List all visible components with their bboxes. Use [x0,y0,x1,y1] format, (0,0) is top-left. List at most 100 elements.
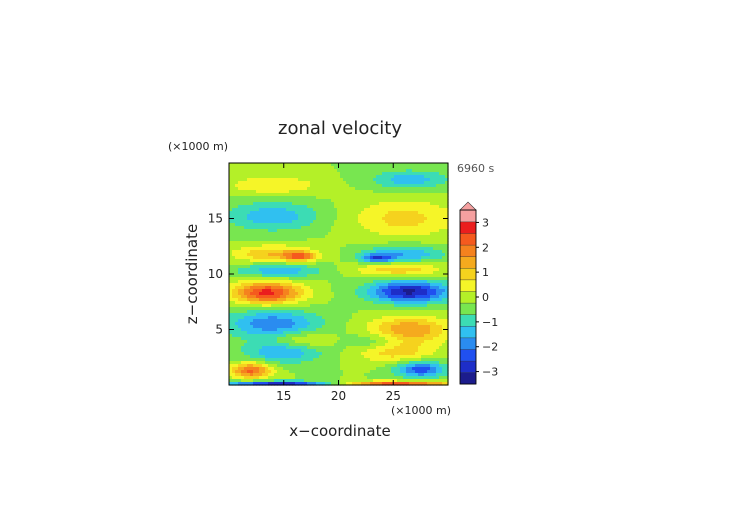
field-cell [412,235,416,239]
field-cell [409,259,413,263]
field-cell [412,283,416,287]
field-cell [298,217,302,221]
field-cell [256,265,260,269]
field-cell [415,196,419,200]
field-cell [409,280,413,284]
field-cell [409,283,413,287]
field-cell [436,343,440,347]
field-cell [373,232,377,236]
field-cell [364,208,368,212]
field-cell [346,325,350,329]
field-cell [406,241,410,245]
field-cell [445,277,449,281]
field-cell [433,361,437,365]
field-cell [403,361,407,365]
field-cell [280,367,284,371]
field-cell [382,244,386,248]
field-cell [244,310,248,314]
field-cell [439,178,443,182]
field-cell [292,253,296,257]
field-cell [400,178,404,182]
field-cell [253,178,257,182]
field-cell [247,277,251,281]
field-cell [241,346,245,350]
field-cell [304,211,308,215]
y-axis-unit: (×1000 m) [168,140,228,153]
field-cell [280,355,284,359]
field-cell [340,187,344,191]
field-cell [370,289,374,293]
field-cell [337,280,341,284]
field-cell [409,241,413,245]
field-cell [304,286,308,290]
field-cell [328,187,332,191]
field-cell [361,268,365,272]
field-cell [232,247,236,251]
field-cell [415,337,419,341]
field-cell [391,295,395,299]
field-cell [412,172,416,176]
field-cell [292,331,296,335]
field-cell [313,178,317,182]
field-cell [247,355,251,359]
field-cell [265,322,269,326]
field-cell [232,259,236,263]
field-cell [406,259,410,263]
field-cell [277,280,281,284]
field-cell [253,229,257,233]
field-cell [352,250,356,254]
field-cell [343,343,347,347]
field-cell [358,196,362,200]
field-cell [349,289,353,293]
field-cell [316,172,320,176]
field-cell [370,355,374,359]
field-cell [319,247,323,251]
field-cell [337,265,341,269]
field-cell [316,208,320,212]
field-cell [388,193,392,197]
field-cell [328,349,332,353]
field-cell [379,286,383,290]
field-cell [415,262,419,266]
field-cell [394,364,398,368]
field-cell [394,316,398,320]
field-cell [271,202,275,206]
field-cell [313,340,317,344]
field-cell [421,220,425,224]
field-cell [343,205,347,209]
field-cell [373,319,377,323]
field-cell [349,358,353,362]
field-cell [385,313,389,317]
field-cell [307,253,311,257]
field-cell [328,313,332,317]
field-cell [298,304,302,308]
field-cell [256,355,260,359]
field-cell [421,328,425,332]
field-cell [340,214,344,218]
field-cell [367,193,371,197]
field-cell [301,322,305,326]
field-cell [274,241,278,245]
field-cell [253,265,257,269]
field-cell [319,169,323,173]
field-cell [424,268,428,272]
field-cell [391,310,395,314]
field-cell [232,226,236,230]
field-cell [271,211,275,215]
field-cell [310,253,314,257]
field-cell [424,283,428,287]
field-cell [364,226,368,230]
field-cell [265,205,269,209]
field-cell [229,331,233,335]
field-cell [241,193,245,197]
field-cell [280,295,284,299]
field-cell [433,346,437,350]
field-cell [361,199,365,203]
field-cell [247,187,251,191]
field-cell [232,280,236,284]
field-cell [343,199,347,203]
field-cell [439,337,443,341]
field-cell [415,346,419,350]
field-cell [343,322,347,326]
field-cell [274,205,278,209]
